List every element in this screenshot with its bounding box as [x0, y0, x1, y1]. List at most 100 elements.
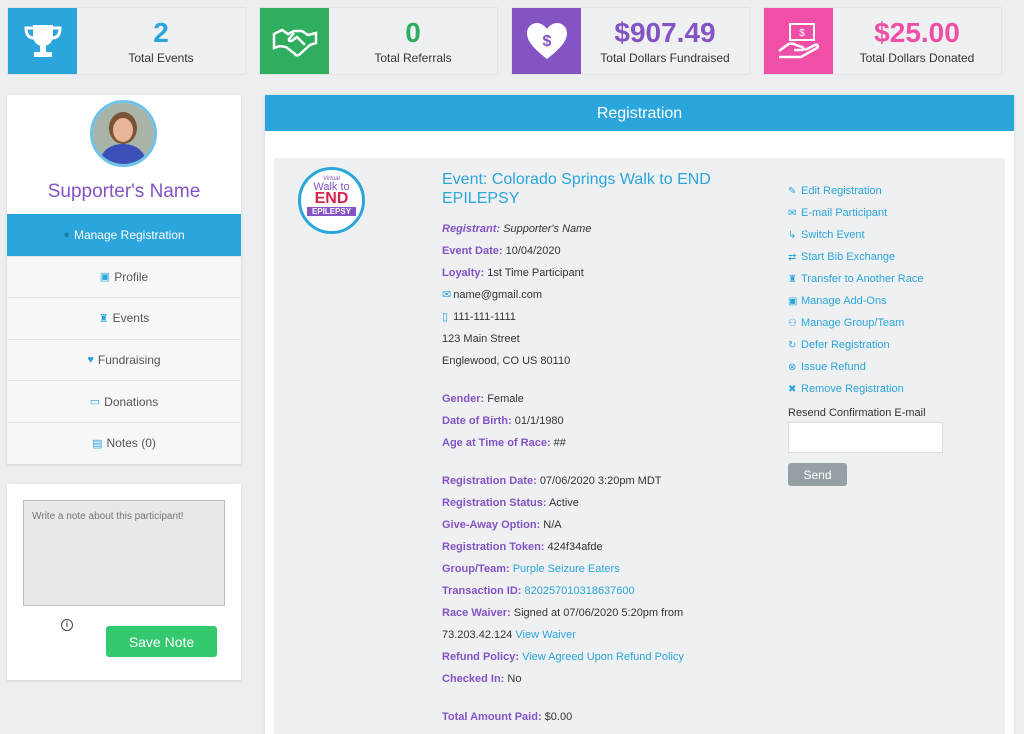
logo-text-virtual: Virtual [323, 176, 340, 182]
age-value: ## [553, 437, 566, 449]
action-label: Remove Registration [801, 383, 904, 395]
exchange-icon: ⇄ [788, 252, 797, 263]
action-label: Start Bib Exchange [801, 251, 896, 263]
trophy-icon: ♜ [788, 274, 797, 285]
total-paid-label: Total Amount Paid: [442, 711, 542, 723]
trophy-icon: ♜ [98, 312, 109, 325]
loyalty-value: 1st Time Participant [487, 267, 584, 279]
sidebar-item-events[interactable]: ♜ Events [7, 297, 241, 339]
total-events-value: 2 [153, 17, 169, 48]
actions-list: ✎ Edit Registration ✉ E-mail Participant ↳… [788, 180, 988, 486]
defer-registration-link[interactable]: ↻ Defer Registration [788, 334, 988, 356]
note-textarea[interactable] [23, 500, 225, 606]
remove-registration-link[interactable]: ✖ Remove Registration [788, 378, 988, 400]
svg-text:$: $ [799, 28, 805, 39]
action-label: Switch Event [801, 229, 865, 241]
edit-icon: ✎ [788, 186, 797, 197]
registrant-label: Registrant: [442, 223, 501, 235]
event-logo: Virtual Walk to END EPILEPSY [298, 167, 365, 234]
action-label: Manage Group/Team [801, 317, 905, 329]
logo-text-end: END [314, 190, 349, 207]
action-label: Transfer to Another Race [801, 273, 924, 285]
transaction-label: Transaction ID: [442, 585, 522, 597]
switch-event-link[interactable]: ↳ Switch Event [788, 224, 988, 246]
logo-text-walk: Walk to [313, 181, 350, 193]
issue-refund-link[interactable]: ⊗ Issue Refund [788, 356, 988, 378]
status-value: Active [548, 497, 579, 509]
reg-date-label: Registration Date: [442, 475, 537, 487]
sidebar-menu: ● Manage Registration ▣ Profile ♜ Events ♥ F… [7, 214, 241, 464]
group-label: Group/Team: [442, 563, 510, 575]
registration-panel: Registration Virtual Walk to END EPILEPS… [265, 95, 1014, 734]
refund-policy-link[interactable]: View Agreed Upon Refund Policy [522, 651, 684, 663]
email-participant-link[interactable]: ✉ E-mail Participant [788, 202, 988, 224]
group-icon: ⚇ [788, 318, 797, 329]
giveaway-label: Give-Away Option: [442, 519, 541, 531]
send-button[interactable]: Send [788, 463, 847, 486]
stat-card-referrals: 0 Total Referrals [259, 7, 498, 75]
registration-info: Event: Colorado Springs Walk to END EPIL… [442, 170, 752, 728]
address-line-1: 123 Main Street [442, 333, 520, 345]
sidebar-item-manage-registration[interactable]: ● Manage Registration [7, 214, 241, 256]
transfer-race-link[interactable]: ♜ Transfer to Another Race [788, 268, 988, 290]
sidebar-item-donations[interactable]: ▭ Donations [7, 380, 241, 422]
gift-icon: ▣ [788, 296, 798, 307]
resend-confirmation-label: Resend Confirmation E-mail [788, 407, 926, 419]
note-card: i Save Note [7, 484, 241, 680]
edit-registration-link[interactable]: ✎ Edit Registration [788, 180, 988, 202]
dob-value: 01/1/1980 [514, 415, 564, 427]
svg-text:$: $ [542, 33, 551, 50]
sidebar-item-label: Donations [104, 394, 159, 409]
sidebar-item-fundraising[interactable]: ♥ Fundraising [7, 338, 241, 381]
save-note-button[interactable]: Save Note [106, 626, 217, 657]
email-value: name@gmail.com [453, 289, 543, 301]
refund-label: Refund Policy: [442, 651, 520, 663]
loyalty-label: Loyalty: [442, 267, 485, 279]
trophy-icon [8, 8, 77, 74]
manage-addons-link[interactable]: ▣ Manage Add-Ons [788, 290, 988, 312]
checked-in-value: No [507, 673, 522, 685]
sidebar-item-profile[interactable]: ▣ Profile [7, 255, 241, 298]
checked-in-label: Checked In: [442, 673, 505, 685]
phone-value: 111-111-1111 [453, 311, 516, 323]
status-label: Registration Status: [442, 497, 547, 509]
waiver-value: Signed at 07/06/2020 5:20pm from [513, 607, 684, 619]
action-label: Edit Registration [801, 185, 882, 197]
gender-value: Female [487, 393, 524, 405]
start-bib-exchange-link[interactable]: ⇄ Start Bib Exchange [788, 246, 988, 268]
total-paid-value: $0.00 [544, 711, 573, 723]
giveaway-value: N/A [543, 519, 562, 531]
registrant-value: Supporter's Name [503, 223, 592, 235]
view-waiver-link[interactable]: View Waiver [515, 629, 576, 641]
action-label: Manage Add-Ons [801, 295, 887, 307]
resend-email-input[interactable] [788, 422, 943, 453]
sidebar-item-notes[interactable]: ▤ Notes (0) [7, 421, 241, 464]
logo-text-epilepsy: EPILEPSY [307, 207, 356, 216]
registration-detail: Virtual Walk to END EPILEPSY Event: Colo… [274, 158, 1005, 734]
sidebar-item-label: Events [112, 311, 150, 326]
phone-icon: ▯ [442, 311, 449, 323]
info-icon[interactable]: i [61, 619, 73, 631]
transaction-link[interactable]: 820257010318637600 [524, 585, 635, 597]
total-donated-label: Total Dollars Donated [859, 51, 975, 65]
hand-money-icon: $ [764, 8, 833, 74]
sidebar-item-label: Manage Registration [73, 227, 185, 242]
refresh-icon: ↻ [788, 340, 797, 351]
sidebar-item-label: Profile [114, 269, 149, 284]
group-link[interactable]: Purple Seizure Eaters [512, 563, 620, 575]
id-card-icon: ▣ [99, 271, 111, 284]
money-icon: ▭ [89, 396, 101, 409]
supporter-name: Supporter's Name [47, 181, 201, 202]
stat-card-fundraised: $ $907.49 Total Dollars Fundraised [511, 7, 750, 75]
waiver-ip: 73.203.42.124 [442, 629, 513, 641]
event-title: Event: Colorado Springs Walk to END EPIL… [442, 171, 711, 207]
address-line-2: Englewood, CO US 80110 [442, 355, 571, 367]
total-fundraised-label: Total Dollars Fundraised [600, 51, 730, 65]
total-referrals-value: 0 [405, 17, 421, 48]
token-label: Registration Token: [442, 541, 545, 553]
stat-card-events: 2 Total Events [7, 7, 246, 75]
event-date-value: 10/04/2020 [505, 245, 561, 257]
heart-dollar-icon: $ [512, 8, 581, 74]
stat-card-donated: $ $25.00 Total Dollars Donated [763, 7, 1002, 75]
manage-group-link[interactable]: ⚇ Manage Group/Team [788, 312, 988, 334]
